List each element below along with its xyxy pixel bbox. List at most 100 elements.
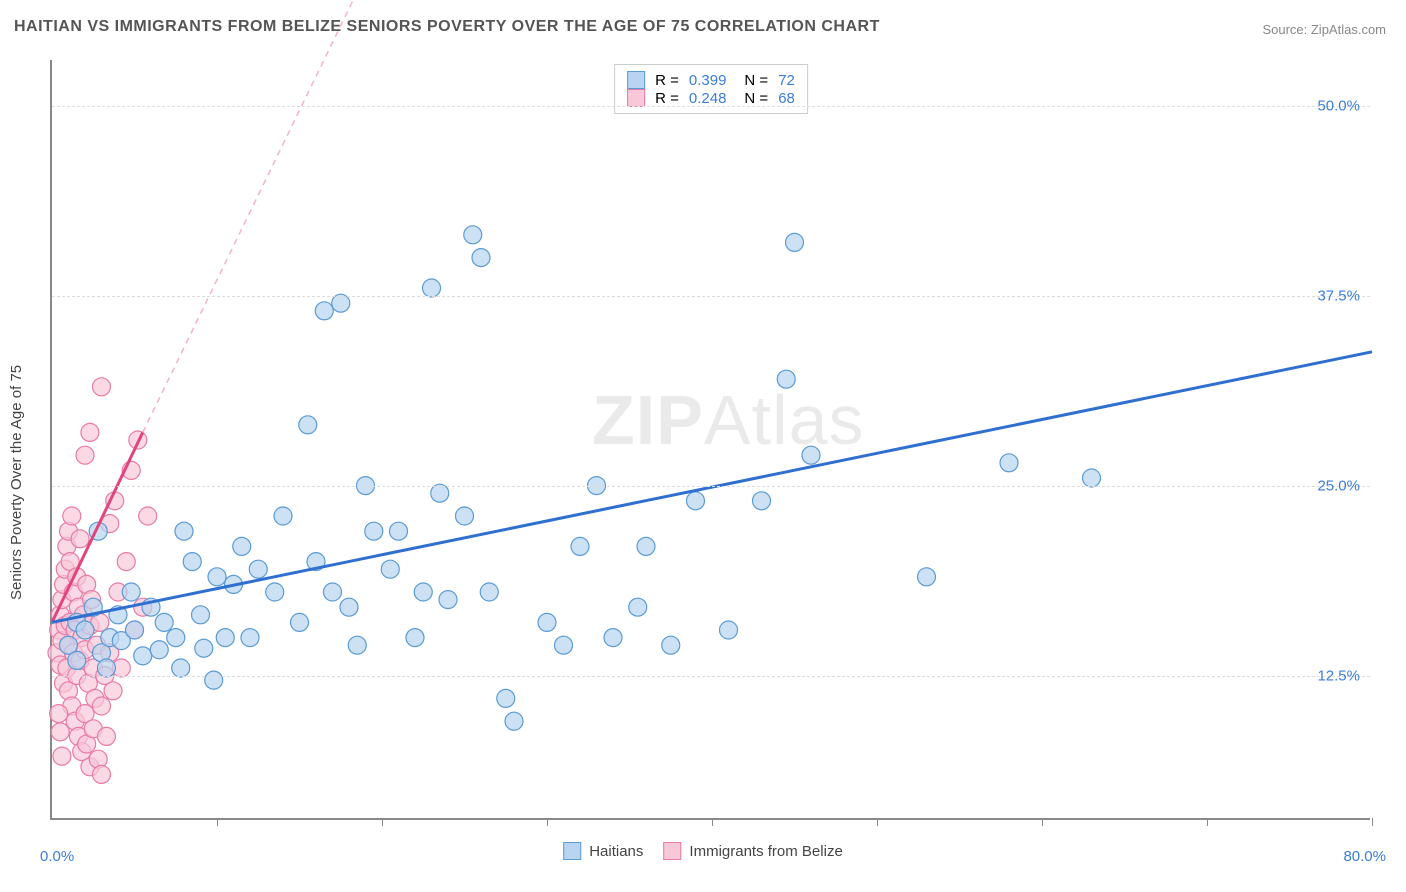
scatter-point [324, 583, 342, 601]
scatter-point [51, 723, 69, 741]
scatter-point [340, 598, 358, 616]
legend-swatch [627, 89, 645, 107]
scatter-point [71, 530, 89, 548]
chart-title: HAITIAN VS IMMIGRANTS FROM BELIZE SENIOR… [14, 18, 880, 36]
scatter-point [97, 659, 115, 677]
x-tick [1042, 818, 1043, 826]
scatter-point [423, 279, 441, 297]
scatter-point [291, 613, 309, 631]
scatter-point [918, 568, 936, 586]
source-attribution: Source: ZipAtlas.com [1262, 22, 1386, 37]
scatter-point [126, 621, 144, 639]
gridline-h [52, 676, 1370, 677]
gridline-h [52, 486, 1370, 487]
scatter-point [480, 583, 498, 601]
x-tick [547, 818, 548, 826]
x-tick [1207, 818, 1208, 826]
scatter-point [555, 636, 573, 654]
y-tick-label: 50.0% [1317, 97, 1360, 114]
scatter-svg [52, 60, 1370, 818]
scatter-point [175, 522, 193, 540]
scatter-point [50, 705, 68, 723]
n-value: 68 [778, 90, 795, 107]
scatter-point [53, 747, 71, 765]
scatter-point [332, 294, 350, 312]
scatter-point [687, 492, 705, 510]
scatter-point [381, 560, 399, 578]
chart-plot-area: ZIPAtlas R = 0.399 N = 72 R = 0.248 N = … [50, 60, 1370, 820]
gridline-h [52, 296, 1370, 297]
scatter-point [390, 522, 408, 540]
legend-stat-row: R = 0.248 N = 68 [627, 89, 795, 107]
scatter-point [629, 598, 647, 616]
y-axis-label: Seniors Poverty Over the Age of 75 [8, 365, 25, 600]
legend-series-item: Immigrants from Belize [663, 842, 842, 860]
scatter-point [93, 378, 111, 396]
scatter-point [76, 446, 94, 464]
scatter-point [662, 636, 680, 654]
n-label: N = [744, 90, 768, 107]
scatter-point [249, 560, 267, 578]
y-tick-label: 25.0% [1317, 477, 1360, 494]
legend-series: Haitians Immigrants from Belize [563, 842, 843, 860]
trend-line [143, 0, 465, 432]
y-tick-label: 12.5% [1317, 667, 1360, 684]
scatter-point [233, 537, 251, 555]
scatter-point [195, 639, 213, 657]
scatter-point [183, 553, 201, 571]
legend-series-label: Haitians [589, 843, 643, 860]
n-value: 72 [778, 72, 795, 89]
scatter-point [117, 553, 135, 571]
r-value: 0.399 [689, 72, 727, 89]
x-tick [712, 818, 713, 826]
scatter-point [299, 416, 317, 434]
scatter-point [777, 370, 795, 388]
scatter-point [786, 233, 804, 251]
scatter-point [104, 682, 122, 700]
scatter-point [456, 507, 474, 525]
scatter-point [97, 727, 115, 745]
scatter-point [431, 484, 449, 502]
scatter-point [63, 507, 81, 525]
scatter-point [720, 621, 738, 639]
scatter-point [497, 689, 515, 707]
scatter-point [464, 226, 482, 244]
trend-line [52, 352, 1372, 623]
scatter-point [802, 446, 820, 464]
scatter-point [93, 765, 111, 783]
scatter-point [505, 712, 523, 730]
scatter-point [167, 629, 185, 647]
scatter-point [216, 629, 234, 647]
scatter-point [205, 671, 223, 689]
scatter-point [266, 583, 284, 601]
legend-series-item: Haitians [563, 842, 643, 860]
x-tick [1372, 818, 1373, 826]
scatter-point [76, 621, 94, 639]
scatter-point [81, 423, 99, 441]
scatter-point [134, 647, 152, 665]
scatter-point [753, 492, 771, 510]
scatter-point [93, 697, 111, 715]
legend-stat-row: R = 0.399 N = 72 [627, 71, 795, 89]
scatter-point [538, 613, 556, 631]
scatter-point [1083, 469, 1101, 487]
y-tick-label: 37.5% [1317, 287, 1360, 304]
x-tick [382, 818, 383, 826]
n-label: N = [744, 72, 768, 89]
r-label: R = [655, 72, 679, 89]
r-value: 0.248 [689, 90, 727, 107]
scatter-point [414, 583, 432, 601]
scatter-point [139, 507, 157, 525]
scatter-point [315, 302, 333, 320]
legend-swatch [563, 842, 581, 860]
legend-swatch [627, 71, 645, 89]
scatter-point [172, 659, 190, 677]
x-tick [877, 818, 878, 826]
scatter-point [472, 249, 490, 267]
scatter-point [150, 641, 168, 659]
scatter-point [122, 583, 140, 601]
legend-swatch [663, 842, 681, 860]
scatter-point [192, 606, 210, 624]
scatter-point [348, 636, 366, 654]
legend-series-label: Immigrants from Belize [689, 843, 842, 860]
